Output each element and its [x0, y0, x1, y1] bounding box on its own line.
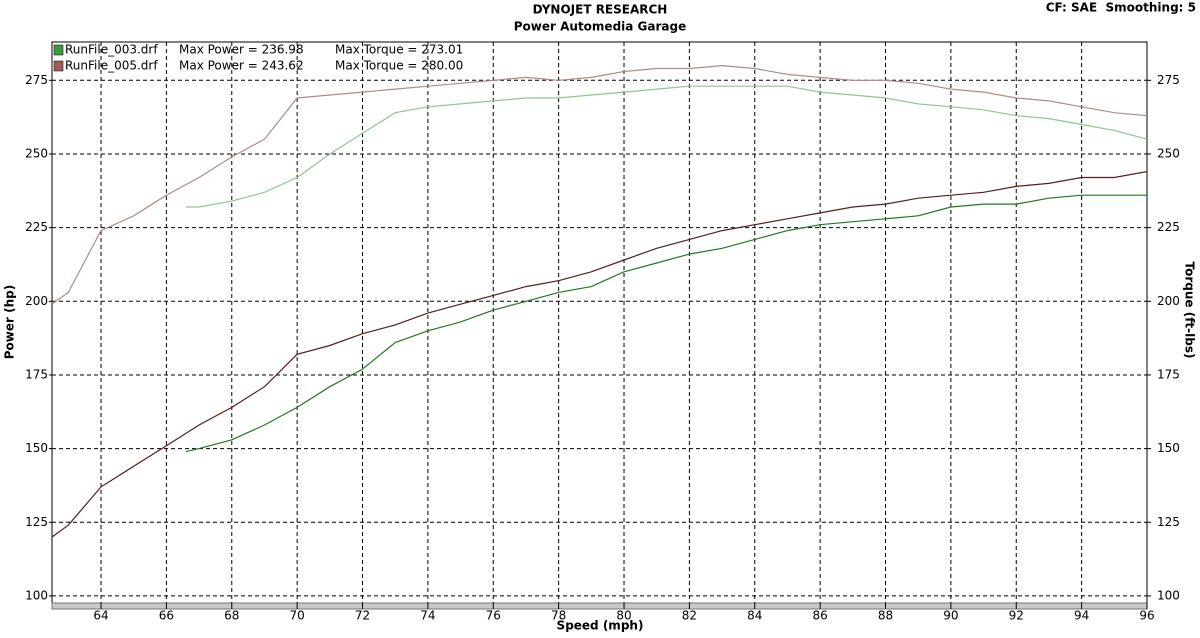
x-tick-label: 72 [355, 609, 370, 623]
y-tick-label: 150 [25, 441, 48, 455]
y2-tick-label: 200 [1157, 294, 1180, 308]
x-tick-label: 84 [747, 609, 762, 623]
y-tick-label: 225 [25, 220, 48, 234]
x-tick-label: 90 [943, 609, 958, 623]
legend-name: RunFile_003.drf [65, 43, 158, 57]
x-tick-label: 80 [616, 609, 631, 623]
plot-area [51, 41, 1148, 604]
y2-tick-label: 225 [1157, 220, 1180, 234]
legend-torque: Max Torque = 273.01 [335, 43, 463, 57]
x-tick-label: 92 [1009, 609, 1024, 623]
x-tick-label: 96 [1139, 609, 1154, 623]
y2-tick-label: 100 [1157, 588, 1180, 602]
legend-name: RunFile_005.drf [65, 59, 158, 73]
y2-tick-label: 275 [1157, 73, 1180, 87]
legend-torque: Max Torque = 280.00 [335, 59, 463, 73]
x-axis-band [51, 602, 1148, 610]
y-tick-label: 175 [25, 367, 48, 381]
power-line [51, 171, 1148, 538]
settings-text: CF: SAE Smoothing: 5 [1046, 1, 1196, 15]
y-tick-label: 200 [25, 294, 48, 308]
y-tick-label: 100 [25, 588, 48, 602]
x-tick-label: 70 [290, 609, 305, 623]
x-tick-label: 82 [682, 609, 697, 623]
x-tick-label: 66 [159, 609, 174, 623]
y-tick-label: 250 [25, 146, 48, 160]
x-tick-label: 64 [93, 609, 108, 623]
chart-subtitle: Power Automedia Garage [514, 20, 686, 34]
y-axis-label: Power (hp) [3, 285, 17, 359]
y-tick-label: 275 [25, 73, 48, 87]
x-tick-label: 74 [420, 609, 435, 623]
legend-power: Max Power = 236.98 [179, 43, 304, 57]
y2-tick-label: 150 [1157, 441, 1180, 455]
x-tick-label: 68 [224, 609, 239, 623]
x-tick-label: 78 [551, 609, 566, 623]
legend-swatch [53, 60, 64, 72]
chart-title: DYNOJET RESEARCH [533, 3, 668, 17]
x-tick-label: 94 [1074, 609, 1089, 623]
legend-swatch [53, 44, 64, 56]
y2-tick-label: 250 [1157, 146, 1180, 160]
x-axis-label: Speed (mph) [557, 619, 644, 633]
torque-line [51, 64, 1148, 305]
x-tick-label: 76 [486, 609, 501, 623]
y-tick-label: 125 [25, 515, 48, 529]
torque-line [186, 85, 1148, 208]
y2-axis-label: Torque (ft-lbs) [1183, 262, 1197, 359]
x-tick-label: 86 [812, 609, 827, 623]
y2-tick-label: 175 [1157, 367, 1180, 381]
legend-power: Max Power = 243.62 [179, 59, 304, 73]
x-tick-label: 88 [878, 609, 893, 623]
y2-tick-label: 125 [1157, 515, 1180, 529]
power-line [185, 194, 1147, 453]
